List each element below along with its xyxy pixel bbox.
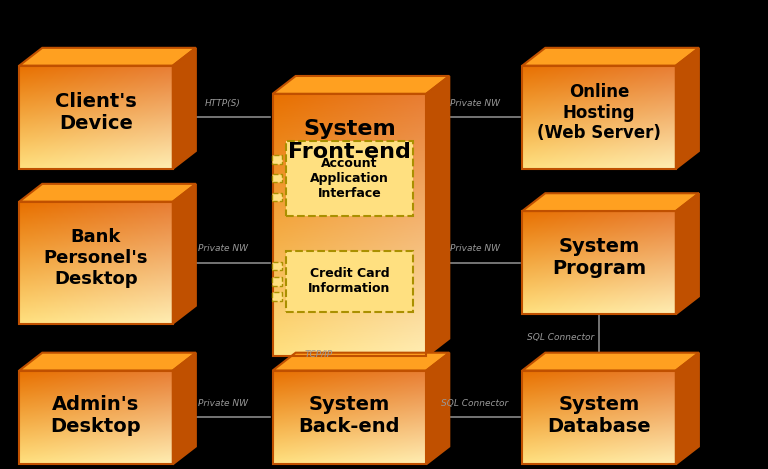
Polygon shape bbox=[676, 193, 699, 314]
Text: SQL Connector: SQL Connector bbox=[441, 399, 508, 408]
Text: System
Back-end: System Back-end bbox=[299, 394, 400, 436]
Polygon shape bbox=[286, 251, 412, 312]
Text: Credit Card
Information: Credit Card Information bbox=[308, 267, 391, 295]
Polygon shape bbox=[522, 48, 699, 66]
Text: Client's
Device: Client's Device bbox=[55, 92, 137, 133]
Text: Private NW: Private NW bbox=[449, 99, 500, 108]
Polygon shape bbox=[272, 293, 283, 301]
Polygon shape bbox=[522, 193, 699, 211]
Text: System
Front-end: System Front-end bbox=[288, 119, 411, 162]
Text: Account
Application
Interface: Account Application Interface bbox=[310, 157, 389, 200]
Text: HTTP(S): HTTP(S) bbox=[205, 99, 240, 108]
Polygon shape bbox=[272, 174, 283, 182]
Polygon shape bbox=[19, 184, 196, 202]
Text: Bank
Personel's
Desktop: Bank Personel's Desktop bbox=[44, 228, 148, 288]
Text: Private NW: Private NW bbox=[449, 244, 500, 253]
Polygon shape bbox=[426, 353, 449, 464]
Polygon shape bbox=[272, 277, 283, 286]
Text: Admin's
Desktop: Admin's Desktop bbox=[51, 394, 141, 436]
Text: System
Database: System Database bbox=[548, 394, 650, 436]
Text: SQL Connector: SQL Connector bbox=[527, 333, 594, 342]
Polygon shape bbox=[286, 141, 412, 216]
Text: System
Program: System Program bbox=[552, 237, 646, 279]
Text: Private NW: Private NW bbox=[197, 244, 248, 253]
Polygon shape bbox=[426, 76, 449, 356]
Polygon shape bbox=[272, 155, 283, 164]
Polygon shape bbox=[273, 76, 449, 94]
Polygon shape bbox=[272, 262, 283, 270]
Polygon shape bbox=[273, 353, 449, 371]
Polygon shape bbox=[173, 48, 196, 169]
Polygon shape bbox=[522, 353, 699, 371]
Text: Private NW: Private NW bbox=[197, 399, 248, 408]
Text: TCP/IP: TCP/IP bbox=[305, 350, 333, 359]
Polygon shape bbox=[676, 48, 699, 169]
Polygon shape bbox=[173, 353, 196, 464]
Polygon shape bbox=[676, 353, 699, 464]
Polygon shape bbox=[19, 353, 196, 371]
Polygon shape bbox=[272, 193, 283, 201]
Polygon shape bbox=[173, 184, 196, 324]
Polygon shape bbox=[19, 48, 196, 66]
Text: Online
Hosting
(Web Server): Online Hosting (Web Server) bbox=[537, 83, 661, 143]
